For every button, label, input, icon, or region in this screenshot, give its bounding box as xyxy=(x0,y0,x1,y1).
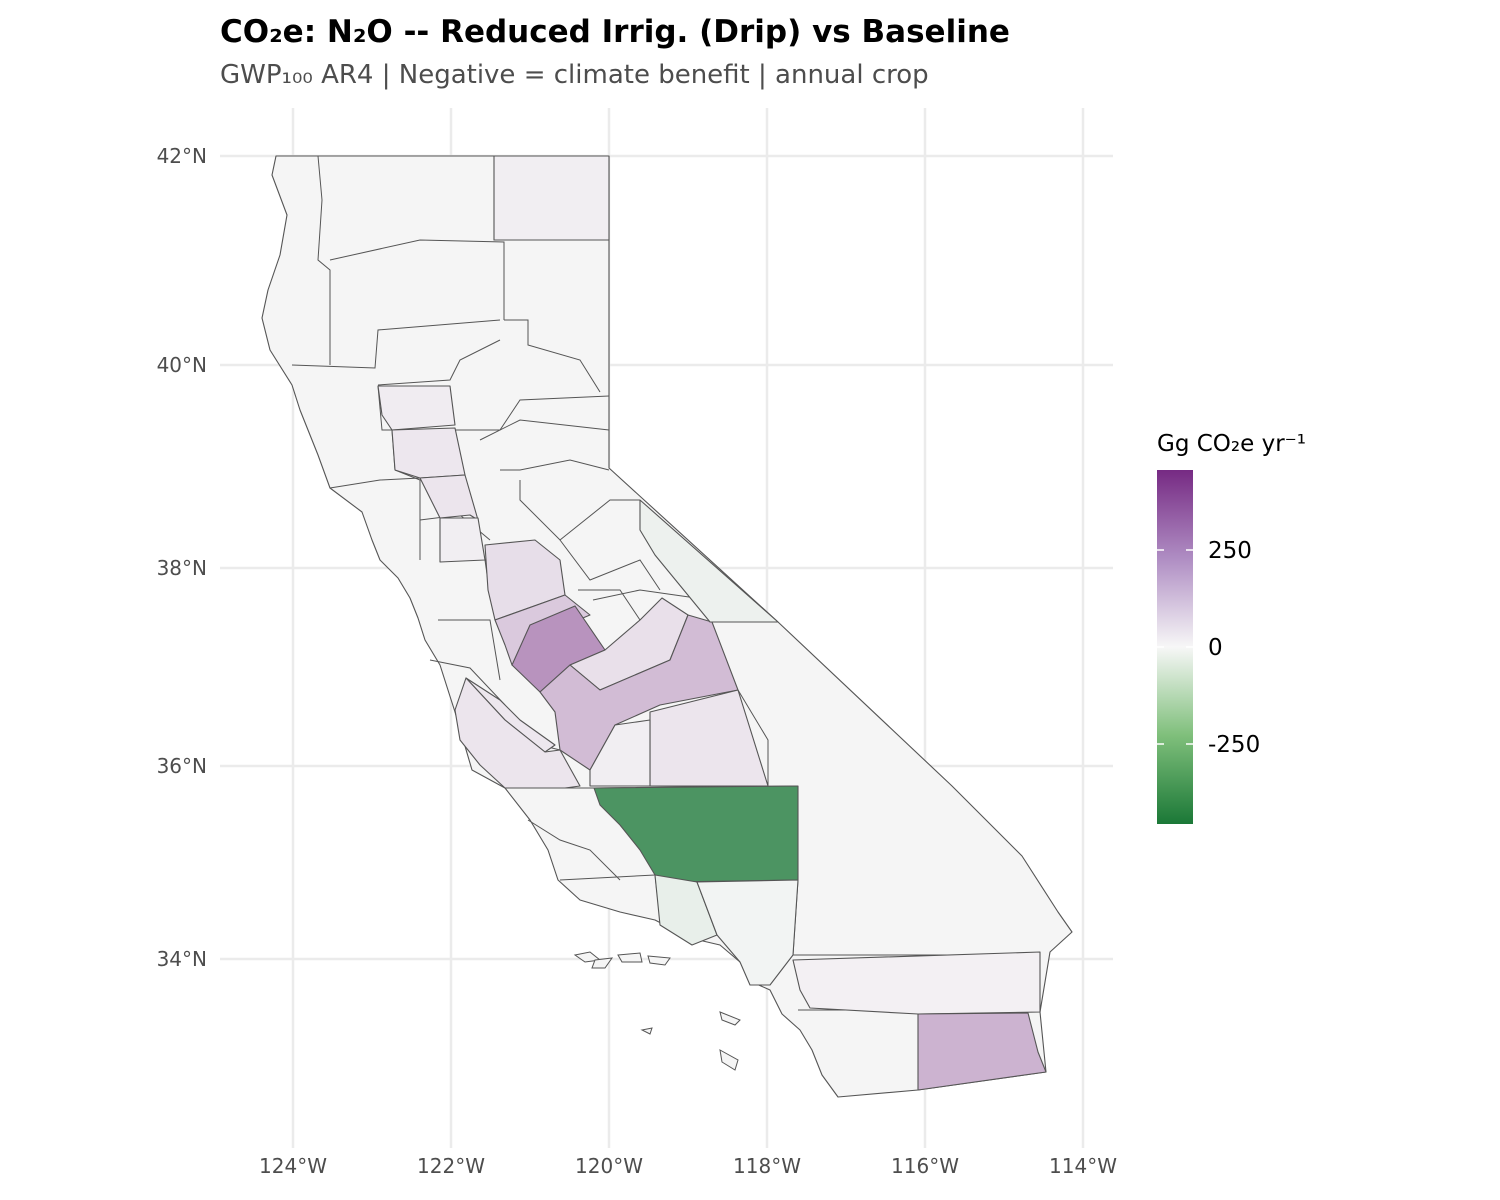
lon-tick-label: 116°W xyxy=(891,1154,959,1178)
county-layer xyxy=(261,155,1073,1098)
lat-tick-label: 34°N xyxy=(157,947,207,971)
lon-tick-label: 114°W xyxy=(1049,1154,1117,1178)
chart-subtitle: GWP₁₀₀ AR4 | Negative = climate benefit … xyxy=(220,60,929,90)
county-kings xyxy=(589,719,651,787)
lat-tick-label: 42°N xyxy=(157,144,207,168)
county-monterey xyxy=(454,677,581,789)
county-los-angeles xyxy=(696,879,799,986)
county-ventura xyxy=(654,874,718,946)
legend: Gg CO₂e yr⁻¹ 250 0 -250 xyxy=(1157,431,1306,824)
channel-islands xyxy=(573,951,741,1071)
county-imperial xyxy=(917,1012,1047,1091)
lon-tick-label: 118°W xyxy=(733,1154,801,1178)
county-tehama xyxy=(377,385,456,431)
lon-tick-label: 120°W xyxy=(575,1154,643,1178)
legend-title: Gg CO₂e yr⁻¹ xyxy=(1157,431,1306,457)
county-yolo xyxy=(439,517,486,563)
lat-tick-label: 40°N xyxy=(157,353,207,377)
lon-tick-label: 124°W xyxy=(259,1154,327,1178)
chart-title: CO₂e: N₂O -- Reduced Irrig. (Drip) vs Ba… xyxy=(220,14,1010,50)
county-riverside xyxy=(792,951,1041,1015)
county-glenn xyxy=(391,427,466,479)
lon-tick-label: 122°W xyxy=(417,1154,485,1178)
legend-label: 250 xyxy=(1208,538,1252,564)
lat-tick-label: 38°N xyxy=(157,556,207,580)
county-modoc xyxy=(493,155,610,241)
legend-label: 0 xyxy=(1208,635,1223,661)
lat-tick-label: 36°N xyxy=(157,754,207,778)
legend-label: -250 xyxy=(1208,732,1260,758)
y-axis-ticks: 42°N 40°N 38°N 36°N 34°N xyxy=(157,144,207,971)
county-mono xyxy=(639,499,779,623)
x-axis-ticks: 124°W 122°W 120°W 118°W 116°W 114°W xyxy=(259,1154,1117,1178)
